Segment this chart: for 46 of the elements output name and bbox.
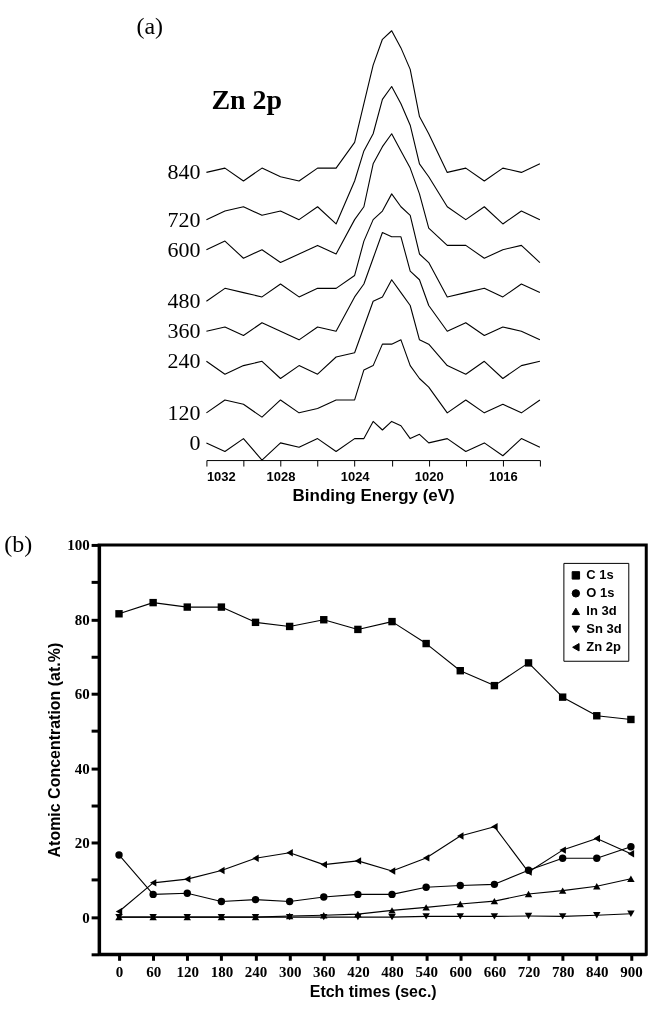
- annotation: Zn 2p: [211, 83, 283, 115]
- series-label: 360: [167, 318, 201, 344]
- x-tick-label: 180: [210, 963, 234, 980]
- x-tick-label: 1032: [206, 468, 236, 484]
- y-tick-label: 40: [74, 760, 90, 777]
- x-tick-label: 1020: [414, 468, 444, 484]
- series-label: 480: [167, 288, 201, 314]
- legend-label: In 3d: [586, 603, 617, 619]
- x-tick-label: 120: [176, 963, 199, 980]
- x-tick-label: 1028: [266, 468, 296, 484]
- x-tick-label: 480: [381, 963, 404, 980]
- x-tick-label: 60: [146, 963, 162, 980]
- x-tick-label: 540: [415, 963, 438, 980]
- x-tick-label: 0: [115, 963, 124, 980]
- series-label: 0: [189, 429, 201, 455]
- x-tick-label: 900: [620, 963, 643, 980]
- x-tick-label: 240: [244, 963, 268, 980]
- x-tick-label: 1016: [488, 468, 518, 484]
- legend-label: C 1s: [586, 567, 614, 583]
- chart-title: (b): [4, 530, 33, 557]
- series-label: 120: [167, 399, 201, 425]
- x-tick-label: 360: [313, 963, 336, 980]
- series-label: 840: [167, 159, 201, 185]
- x-tick-label: 1024: [340, 468, 371, 484]
- y-tick-label: 100: [67, 537, 90, 554]
- x-tick-label: 600: [449, 963, 472, 980]
- chart-title: (a): [136, 12, 164, 39]
- x-axis-title: Etch times (sec.): [309, 982, 437, 1000]
- series-label: 600: [167, 236, 201, 262]
- legend-label: Sn 3d: [586, 621, 622, 637]
- x-tick-label: 780: [551, 963, 575, 980]
- y-axis-title: Atomic Concentration (at.%): [46, 642, 64, 858]
- y-tick-label: 0: [82, 909, 90, 926]
- y-tick-label: 20: [74, 835, 90, 852]
- x-tick-label: 300: [278, 963, 302, 980]
- x-axis-title: Binding Energy (eV): [292, 485, 455, 505]
- x-tick-label: 420: [347, 963, 370, 980]
- series-label: 240: [167, 348, 201, 374]
- y-tick-label: 60: [74, 686, 90, 703]
- legend-label: O 1s: [586, 585, 615, 601]
- x-tick-label: 840: [586, 963, 609, 980]
- y-tick-label: 80: [74, 611, 90, 628]
- series-label: 720: [167, 206, 201, 232]
- legend-label: Zn 2p: [586, 639, 622, 655]
- x-tick-label: 660: [483, 963, 507, 980]
- x-tick-label: 720: [517, 963, 541, 980]
